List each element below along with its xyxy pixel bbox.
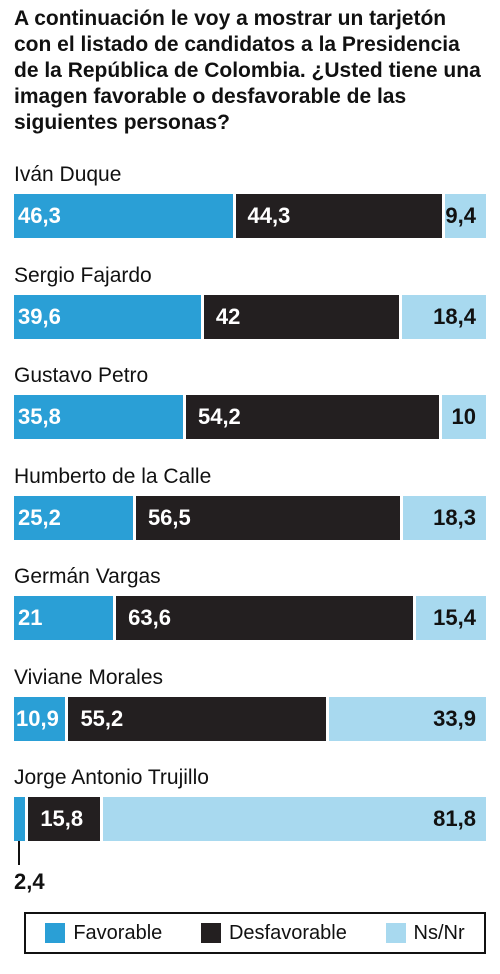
candidate-name: Humberto de la Calle <box>14 464 212 488</box>
bar-segment-desfavorable: 55,2 <box>65 696 326 741</box>
bar-segment-desfavorable: 56,5 <box>132 495 400 540</box>
stacked-bar: 46,3 44,3 9,4 <box>14 194 486 238</box>
data-label: 54,2 <box>197 404 241 429</box>
bar-segment-favorable: 21 <box>14 596 114 640</box>
data-label: 33,9 <box>433 705 476 731</box>
candidate-name: Germán Vargas <box>14 565 161 588</box>
bar-segment-ns-nr: 15,4 <box>413 596 486 640</box>
data-label: 63,6 <box>128 605 171 630</box>
data-label: 15,4 <box>433 605 476 630</box>
candidate-row: Humberto de la Calle 25,2 56,5 18,3 <box>14 464 486 544</box>
data-label: 42 <box>215 303 241 329</box>
candidate-name: Sergio Fajardo <box>14 263 152 287</box>
data-label: 10,9 <box>16 705 59 731</box>
data-label: 46,3 <box>18 203 61 228</box>
candidate-row: Iván Duque 46,3 44,3 9,4 <box>14 162 486 242</box>
candidate-name: Viviane Morales <box>14 665 164 689</box>
data-label: 9,4 <box>445 203 476 228</box>
data-label: 81,8 <box>433 806 476 831</box>
bar-segment-desfavorable: 54,2 <box>182 395 439 439</box>
bar-segment-ns-nr: 9,4 <box>441 194 486 238</box>
chart-title: A continuación le voy a mostrar un tarje… <box>14 7 481 134</box>
bar-segment-favorable: 46,3 <box>14 194 233 238</box>
legend: Favorable Desfavorable Ns/Nr <box>24 912 486 954</box>
bar-segment-desfavorable: 15,8 <box>25 797 100 841</box>
data-label: 18,3 <box>433 504 476 530</box>
bar-segment-ns-nr: 18,4 <box>399 294 486 339</box>
legend-label-ns: Ns/Nr <box>413 921 465 944</box>
candidate-row: Viviane Morales 10,9 55,2 33,9 <box>14 665 486 745</box>
stacked-bar: 21 63,6 15,4 <box>14 596 486 640</box>
data-label: 21 <box>18 605 43 630</box>
legend-item-favorable: Favorable <box>45 922 162 945</box>
candidate-row: Sergio Fajardo 39,6 42 18,4 <box>14 263 486 343</box>
candidate-name: Gustavo Petro <box>14 364 149 387</box>
candidate-name: Jorge Antonio Trujillo <box>14 766 209 789</box>
bar-segment-favorable: 39,6 <box>14 294 201 339</box>
stacked-bar: 25,2 56,5 18,3 <box>14 495 486 540</box>
candidate-row: Germán Vargas 21 63,6 15,4 <box>14 564 486 644</box>
legend-swatch-desfavorable <box>200 923 221 943</box>
small-value-tick <box>18 841 20 865</box>
legend-swatch-favorable <box>45 923 66 943</box>
bar-segment-desfavorable: 42 <box>200 294 400 339</box>
legend-label-desfavorable: Desfavorable <box>228 921 347 944</box>
bar-segment-ns-nr: 81,8 <box>99 797 486 841</box>
bar-segment-ns-nr: 18,3 <box>399 495 486 540</box>
legend-swatch-ns <box>385 923 406 943</box>
data-label: 25,2 <box>18 504 61 530</box>
bar-segment-favorable: 35,8 <box>14 395 183 439</box>
data-label: 10 <box>451 404 476 429</box>
candidate-row: Jorge Antonio Trujillo 2,4 15,8 81,8 <box>14 765 486 894</box>
data-label: 55,2 <box>80 705 124 731</box>
stacked-bar: 35,8 54,2 10 <box>14 395 486 439</box>
bar-segment-ns-nr: 33,9 <box>325 696 486 741</box>
bar-segment-desfavorable: 63,6 <box>113 596 414 640</box>
stacked-bar: 15,8 81,8 <box>14 797 486 841</box>
data-label: 35,8 <box>18 404 61 429</box>
stacked-bar: 10,9 55,2 33,9 <box>14 696 486 741</box>
data-label: 2,4 <box>14 869 45 894</box>
legend-label-favorable: Favorable <box>73 921 163 944</box>
data-label: 15,8 <box>40 806 84 831</box>
bar-segment-desfavorable: 44,3 <box>232 194 442 238</box>
legend-item-desfavorable: Desfavorable <box>200 921 347 945</box>
data-label: 56,5 <box>147 504 191 530</box>
data-label: 44,3 <box>247 203 291 228</box>
candidate-row: Gustavo Petro 35,8 54,2 10 <box>14 363 486 443</box>
data-label: 18,4 <box>433 303 476 329</box>
legend-item-ns: Ns/Nr <box>385 921 465 945</box>
bar-segment-ns-nr: 10 <box>438 395 486 439</box>
data-label: 39,6 <box>18 303 61 329</box>
candidate-name: Iván Duque <box>14 163 122 186</box>
bar-segment-favorable: 25,2 <box>14 495 133 540</box>
bar-segment-favorable: 10,9 <box>14 696 66 741</box>
bar-segment-favorable <box>14 797 26 841</box>
stacked-bar: 39,6 42 18,4 <box>14 294 486 339</box>
